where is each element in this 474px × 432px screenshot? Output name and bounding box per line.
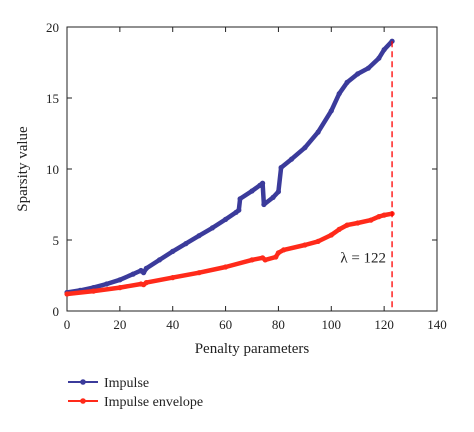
y-tick-label: 15: [46, 91, 59, 106]
data-point: [143, 280, 149, 286]
data-point: [209, 225, 215, 231]
series-1: [64, 211, 395, 297]
data-point: [130, 271, 136, 277]
y-tick-label: 10: [46, 162, 59, 177]
data-point: [368, 217, 374, 223]
y-tick-label: 0: [53, 304, 60, 319]
data-point: [260, 180, 266, 186]
data-point: [117, 277, 123, 283]
x-tick-label: 20: [113, 317, 126, 332]
data-point: [117, 285, 123, 291]
y-tick-label: 5: [53, 233, 60, 248]
legend-item: Impulse envelope: [68, 395, 203, 410]
x-axis-ticks: 0 20 40 60 80 100 120 140: [64, 27, 447, 332]
data-point: [365, 65, 371, 71]
legend-label: Impulse: [104, 376, 149, 391]
data-point: [302, 242, 308, 248]
data-point: [249, 188, 255, 194]
data-point: [261, 201, 267, 208]
data-point: [376, 55, 382, 61]
data-point: [336, 91, 342, 97]
data-point: [196, 233, 202, 239]
data-point: [183, 241, 189, 247]
data-point: [278, 165, 284, 171]
data-point: [328, 108, 334, 114]
y-tick-label: 20: [46, 20, 59, 35]
data-point: [90, 288, 96, 294]
data-point: [355, 220, 361, 226]
data-point: [64, 291, 70, 297]
x-tick-label: 40: [166, 317, 179, 332]
data-point: [141, 270, 147, 276]
data-point: [196, 270, 202, 276]
data-point: [170, 248, 176, 254]
data-point: [223, 216, 229, 222]
data-point: [143, 265, 149, 271]
data-point: [262, 257, 268, 263]
data-point: [170, 275, 176, 281]
x-tick-label: 120: [374, 317, 394, 332]
data-point: [156, 257, 163, 263]
data-point: [275, 250, 281, 256]
plot-area: [66, 26, 438, 312]
legend: Impulse Impulse envelope: [68, 376, 203, 410]
data-point: [344, 222, 350, 228]
data-point: [376, 214, 382, 220]
data-point: [328, 232, 334, 238]
data-point: [275, 189, 281, 195]
data-point: [302, 145, 308, 151]
data-point: [289, 156, 295, 162]
series-0: [64, 38, 395, 296]
legend-label: Impulse envelope: [104, 395, 203, 410]
data-point: [270, 194, 276, 200]
data-point: [273, 254, 279, 260]
series-layer: [64, 38, 395, 297]
data-point: [249, 257, 255, 263]
data-point: [237, 196, 243, 202]
x-axis-title: Penalty parameters: [195, 341, 310, 357]
y-axis-ticks: 0 5 10 15 20: [46, 20, 437, 319]
data-point: [381, 47, 387, 53]
data-point: [355, 71, 361, 77]
x-tick-label: 0: [64, 317, 71, 332]
legend-swatch-marker: [80, 379, 86, 385]
lambda-annotation: λ = 122: [340, 251, 386, 267]
y-axis-title: Sparsity value: [15, 126, 31, 212]
x-tick-label: 140: [427, 317, 447, 332]
legend-swatch-marker: [80, 398, 86, 404]
data-point: [281, 247, 287, 253]
data-point: [315, 238, 321, 244]
data-point: [104, 281, 110, 287]
data-point: [336, 226, 342, 232]
x-tick-label: 60: [219, 317, 232, 332]
x-tick-label: 80: [272, 317, 285, 332]
legend-item: Impulse: [68, 376, 149, 391]
data-point: [315, 129, 321, 135]
data-point: [236, 207, 242, 213]
x-tick-label: 100: [322, 317, 342, 332]
plot-frame: [66, 26, 438, 312]
data-point: [344, 79, 350, 85]
data-point: [381, 212, 387, 218]
data-point: [223, 264, 229, 270]
